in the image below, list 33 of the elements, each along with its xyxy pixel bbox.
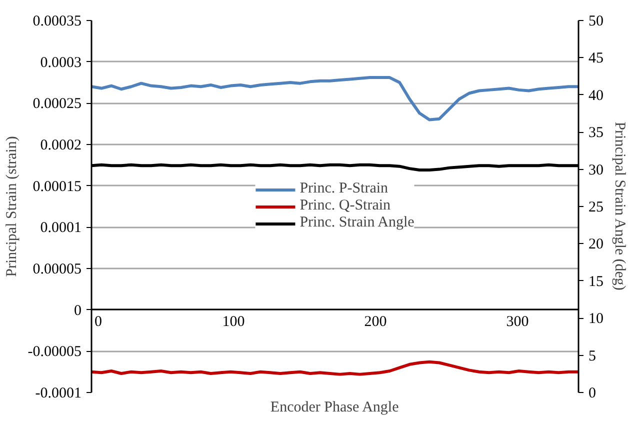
- x-axis-title: Encoder Phase Angle: [270, 400, 400, 416]
- line-series: [92, 76, 578, 122]
- y2-tick-label: 35: [588, 125, 604, 142]
- y2-tick-label: 20: [588, 236, 604, 253]
- y-tick-label: 0.00025: [32, 96, 82, 112]
- y-tick-label: -0.0001: [35, 386, 82, 402]
- y-tick-label: 0.0003: [40, 54, 82, 71]
- y2-axis-title: Principal Strain Angle (deg): [612, 122, 628, 290]
- y2-tick-label: 45: [588, 50, 604, 67]
- y2-tick-label: 0: [588, 386, 596, 402]
- x-tick-label: 200: [364, 314, 387, 330]
- legend-label: Princ. Strain Angle: [300, 214, 414, 232]
- y-tick-label: 0.00015: [32, 178, 82, 195]
- y-tick-label: 0.0002: [40, 138, 82, 154]
- y2-tick-label: 15: [588, 274, 604, 290]
- y2-tick-label: 10: [588, 311, 604, 328]
- y-tick-label: 0: [74, 302, 82, 319]
- x-tick-label: 100: [222, 314, 245, 330]
- y-tick-label: -0.00005: [28, 344, 82, 360]
- x-tick-label: 0: [94, 314, 102, 330]
- legend-label: Princ. P-Strain: [300, 180, 388, 198]
- legend-label: Princ. Q-Strain: [300, 198, 391, 214]
- y-tick-label: 0.0001: [40, 220, 82, 236]
- y2-tick-label: 30: [588, 162, 604, 178]
- y2-tick-label: 40: [588, 88, 604, 104]
- y2-tick-label: 5: [588, 348, 596, 364]
- y2-tick-label: 50: [588, 14, 604, 30]
- y-tick-label: 0.00005: [32, 262, 82, 278]
- y-axis-title: Principal Strain (strain): [4, 136, 20, 277]
- line-series: [92, 360, 578, 376]
- y2-tick-label: 25: [588, 200, 604, 216]
- x-tick-label: 300: [506, 314, 529, 330]
- y-tick-label: 0.00035: [32, 14, 82, 30]
